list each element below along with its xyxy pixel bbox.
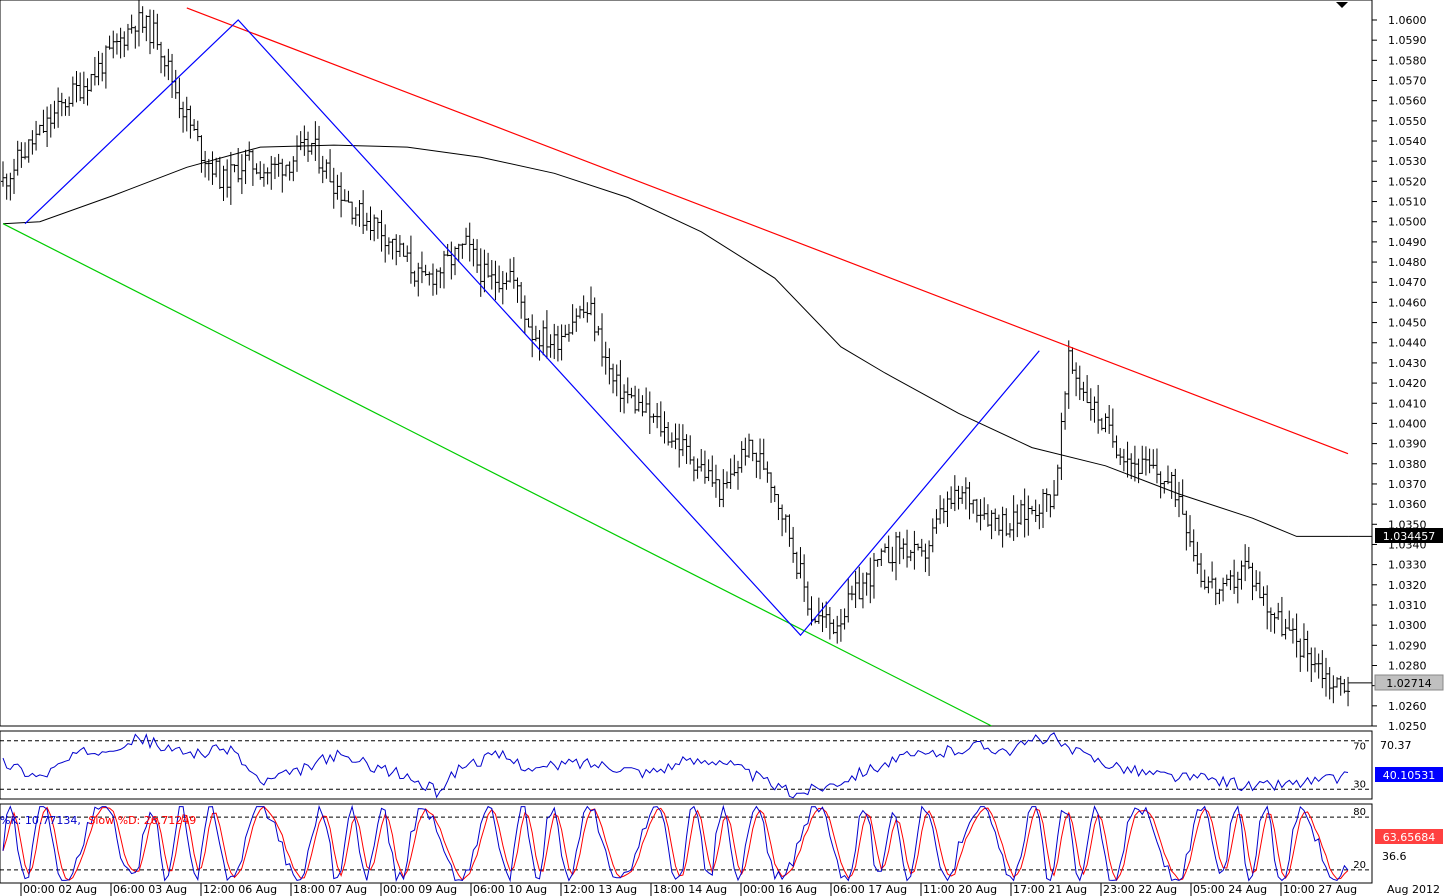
y-tick-label: 1.0310 — [1388, 599, 1427, 612]
y-tick-label: 1.0450 — [1388, 317, 1427, 330]
rsi-panel — [0, 730, 1373, 800]
y-tick-label: 1.0580 — [1388, 54, 1427, 67]
last-price-label: 1.02714 — [1374, 674, 1444, 691]
x-tick-label: 11:00 20 Aug — [923, 883, 997, 896]
y-tick-label: 1.0480 — [1388, 256, 1427, 269]
x-tick-label: 00:00 16 Aug — [743, 883, 817, 896]
y-tick-label: 1.0380 — [1388, 458, 1427, 471]
x-tick-label: 18:00 07 Aug — [293, 883, 367, 896]
trendline — [186, 7, 1349, 455]
stoch-k-line — [2, 804, 1349, 883]
x-tick-label: 06:00 03 Aug — [113, 883, 187, 896]
x-tick-label: 10:00 27 Aug — [1283, 883, 1357, 896]
y-tick-label: 1.0530 — [1388, 155, 1427, 168]
y-tick-label: 1.0370 — [1388, 478, 1427, 491]
time-axis: 00:00 02 Aug 06:00 03 Aug 12:00 06 Aug 18:0… — [20, 883, 1357, 896]
y-tick-label: 1.0390 — [1388, 438, 1427, 451]
stoch-current-text: 63.65684 — [1383, 831, 1436, 844]
x-tick-label: 00:00 09 Aug — [383, 883, 457, 896]
y-tick-label: 1.0420 — [1388, 377, 1427, 390]
y-tick-label: 1.0560 — [1388, 95, 1427, 108]
x-tick-label: 12:00 06 Aug — [203, 883, 277, 896]
x-tick-label: 06:00 10 Aug — [473, 883, 547, 896]
y-tick-label: 1.0440 — [1388, 337, 1427, 350]
y-tick-label: 1.0260 — [1388, 700, 1427, 713]
stochastic-indicator: 80 20 — [0, 804, 1372, 883]
y-tick-label: 1.0540 — [1388, 135, 1427, 148]
x-tick-label: 00:00 02 Aug — [23, 883, 97, 896]
rsi-current-text: 40.10531 — [1383, 769, 1436, 782]
y-tick-label: 1.0290 — [1388, 639, 1427, 652]
trendline — [2, 223, 992, 726]
trendline — [24, 19, 1040, 637]
x-tick-label: 23:00 22 Aug — [1103, 883, 1177, 896]
rsi-indicator: 70 30 — [0, 732, 1372, 799]
ma-line — [2, 144, 1348, 537]
rsi-line — [2, 732, 1349, 799]
ma-price-text: 1.034457 — [1383, 530, 1436, 543]
y-tick-label: 1.0570 — [1388, 75, 1427, 88]
trendlines — [2, 7, 1349, 726]
y-tick-label: 1.0330 — [1388, 559, 1427, 572]
y-tick-label: 1.0520 — [1388, 175, 1427, 188]
x-tick-label: 18:00 14 Aug — [653, 883, 727, 896]
ma-price-label: 1.034457 — [1375, 528, 1443, 543]
y-tick-label: 1.0410 — [1388, 397, 1427, 410]
rsi-current-label: 40.10531 — [1375, 767, 1443, 782]
x-tick-label: 05:00 24 Aug — [1193, 883, 1267, 896]
x-tick-label: 06:00 17 Aug — [833, 883, 907, 896]
stoch-k-label: %K: 10.77134, — [0, 814, 81, 827]
y-tick-label: 1.0470 — [1388, 276, 1427, 289]
stoch-current-label: 63.65684 — [1375, 829, 1443, 844]
x-axis-end-label: Aug 2012 — [1387, 883, 1440, 896]
rsi-level-value: 70.37 — [1380, 739, 1412, 752]
y-tick-label: 1.0550 — [1388, 115, 1427, 128]
y-tick-label: 1.0460 — [1388, 296, 1427, 309]
y-tick-label: 1.0500 — [1388, 216, 1427, 229]
scroll-marker-icon[interactable] — [1336, 2, 1348, 8]
y-tick-label: 1.0600 — [1388, 14, 1427, 27]
price-bars — [1, 0, 1372, 707]
y-tick-label: 1.0430 — [1388, 357, 1427, 370]
y-tick-label: 1.0490 — [1388, 236, 1427, 249]
stoch-level-label: 20 — [1353, 860, 1366, 871]
y-tick-label: 1.0250 — [1388, 720, 1427, 733]
rsi-level-label: 70 — [1353, 742, 1366, 753]
moving-average — [2, 144, 1372, 537]
y-tick-label: 1.0280 — [1388, 659, 1427, 672]
stoch-d-label: Slow %D: 26.71249 — [88, 814, 196, 827]
rsi-level-label: 30 — [1353, 779, 1366, 790]
x-tick-label: 17:00 21 Aug — [1013, 883, 1087, 896]
stoch-level-label: 80 — [1353, 807, 1366, 818]
last-price-text: 1.02714 — [1386, 677, 1432, 690]
x-tick-label: 12:00 13 Aug — [563, 883, 637, 896]
stoch-header: %K: 10.77134, Slow %D: 26.71249 — [0, 814, 196, 827]
price-panel — [0, 0, 1373, 727]
y-tick-label: 1.0320 — [1388, 579, 1427, 592]
stoch-extra-value: 36.6 — [1382, 850, 1407, 863]
y-tick-label: 1.0590 — [1388, 34, 1427, 47]
y-tick-label: 1.0360 — [1388, 498, 1427, 511]
y-tick-label: 1.0400 — [1388, 417, 1427, 430]
y-tick-label: 1.0510 — [1388, 196, 1427, 209]
y-tick-label: 1.0300 — [1388, 619, 1427, 632]
stoch-d-line — [2, 805, 1349, 882]
